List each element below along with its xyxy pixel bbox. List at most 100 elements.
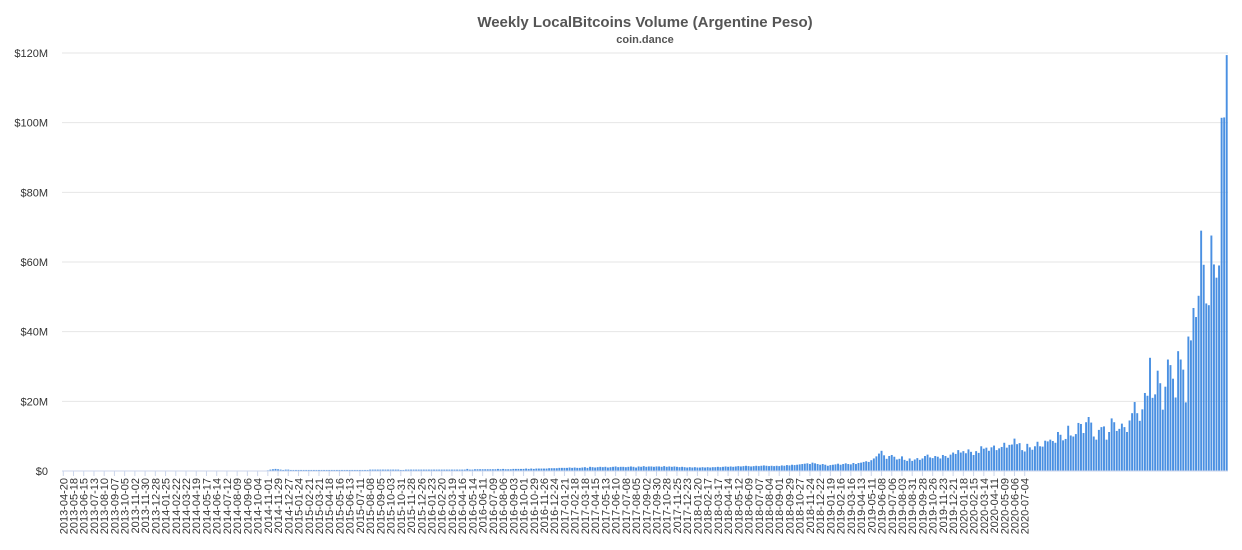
bar bbox=[699, 467, 701, 471]
bar bbox=[1126, 431, 1128, 471]
bar bbox=[1062, 440, 1065, 471]
bar bbox=[410, 469, 412, 471]
bar bbox=[448, 469, 451, 471]
bar bbox=[356, 469, 359, 471]
bar bbox=[1021, 450, 1024, 471]
bar bbox=[387, 469, 389, 471]
x-tick-label: 2020-05-09 bbox=[999, 478, 1011, 534]
bar bbox=[346, 469, 349, 471]
x-tick-label: 2016-02-20 bbox=[437, 478, 449, 534]
bar bbox=[773, 466, 776, 471]
x-tick-label: 2020-07-04 bbox=[1020, 478, 1032, 534]
bar bbox=[351, 469, 354, 471]
y-axis-labels: $0 $20M $40M $60M $80M $100M $120M bbox=[14, 48, 48, 478]
bar bbox=[568, 467, 571, 471]
bar bbox=[798, 464, 801, 471]
bar bbox=[849, 464, 852, 471]
x-tick-label: 2015-08-08 bbox=[365, 478, 377, 534]
bar bbox=[637, 466, 640, 471]
bar bbox=[826, 465, 829, 471]
bar bbox=[1120, 423, 1123, 471]
bar bbox=[1046, 441, 1049, 471]
bar bbox=[1103, 426, 1105, 471]
bar bbox=[295, 469, 297, 471]
x-tick-label: 2018-02-17 bbox=[703, 478, 715, 534]
bar bbox=[525, 468, 528, 471]
bar bbox=[1072, 436, 1075, 471]
bar bbox=[663, 466, 666, 471]
bar bbox=[1138, 420, 1141, 471]
x-tick-label: 2017-01-21 bbox=[559, 478, 571, 534]
bar bbox=[941, 454, 944, 471]
bar bbox=[279, 469, 282, 471]
x-tick-label: 2019-01-19 bbox=[825, 478, 837, 534]
bar bbox=[456, 469, 459, 471]
bar bbox=[599, 466, 602, 471]
bar bbox=[821, 464, 824, 471]
x-tick-label: 2014-03-22 bbox=[181, 478, 193, 534]
bar bbox=[1100, 427, 1103, 471]
bar bbox=[310, 469, 313, 471]
x-tick-label: 2015-07-11 bbox=[355, 478, 367, 533]
bar bbox=[491, 469, 494, 471]
bar bbox=[865, 461, 868, 471]
bar bbox=[619, 466, 622, 471]
bar bbox=[627, 466, 630, 471]
bar bbox=[287, 469, 290, 471]
bar bbox=[443, 469, 446, 471]
bar bbox=[417, 469, 420, 471]
bar bbox=[1074, 434, 1077, 471]
bar bbox=[282, 469, 285, 471]
bar bbox=[765, 465, 768, 471]
bar bbox=[1108, 431, 1111, 471]
bar bbox=[844, 463, 847, 471]
bar bbox=[921, 458, 924, 471]
bar bbox=[824, 464, 827, 471]
bar bbox=[1008, 444, 1011, 472]
bar bbox=[947, 457, 949, 471]
bar bbox=[463, 469, 466, 471]
bar bbox=[801, 464, 804, 471]
x-tick-label: 2015-12-26 bbox=[416, 478, 428, 534]
bar bbox=[545, 468, 548, 471]
bar bbox=[1149, 357, 1151, 471]
x-tick-label: 2016-03-19 bbox=[447, 478, 459, 534]
bar bbox=[553, 468, 556, 471]
x-tick-label: 2015-01-24 bbox=[294, 478, 306, 534]
x-tick-label: 2013-07-13 bbox=[89, 478, 101, 534]
bar bbox=[931, 458, 934, 471]
bar bbox=[913, 459, 916, 471]
bar bbox=[936, 456, 939, 471]
bar bbox=[277, 469, 280, 471]
bar bbox=[885, 458, 888, 471]
bar bbox=[1097, 429, 1100, 471]
y-tick-label: $120M bbox=[14, 48, 48, 60]
x-tick-label: 2019-11-23 bbox=[938, 478, 950, 533]
x-tick-label: 2016-07-09 bbox=[488, 478, 500, 534]
bar bbox=[1054, 442, 1057, 471]
x-tick-label: 2019-03-16 bbox=[846, 478, 858, 534]
bar bbox=[901, 456, 903, 471]
x-tick-label: 2016-11-26 bbox=[539, 478, 551, 533]
bar bbox=[433, 469, 436, 471]
bar bbox=[1156, 370, 1159, 471]
bar bbox=[1184, 402, 1187, 471]
bar bbox=[1192, 307, 1195, 471]
x-tick-label: 2016-05-14 bbox=[467, 478, 479, 534]
bar bbox=[788, 465, 791, 471]
bar bbox=[573, 467, 576, 471]
bar bbox=[527, 468, 530, 471]
x-tick-label: 2014-09-06 bbox=[242, 478, 254, 534]
bar bbox=[394, 469, 397, 471]
x-tick-label: 2015-10-03 bbox=[386, 478, 398, 534]
x-tick-label: 2015-03-21 bbox=[314, 478, 326, 534]
x-tick-label: 2020-02-15 bbox=[969, 478, 981, 534]
bar bbox=[739, 466, 742, 471]
bar bbox=[855, 464, 857, 471]
bar bbox=[683, 467, 686, 471]
bar bbox=[806, 463, 809, 471]
bar bbox=[1161, 409, 1164, 471]
bar bbox=[333, 469, 336, 471]
bar bbox=[274, 468, 277, 471]
